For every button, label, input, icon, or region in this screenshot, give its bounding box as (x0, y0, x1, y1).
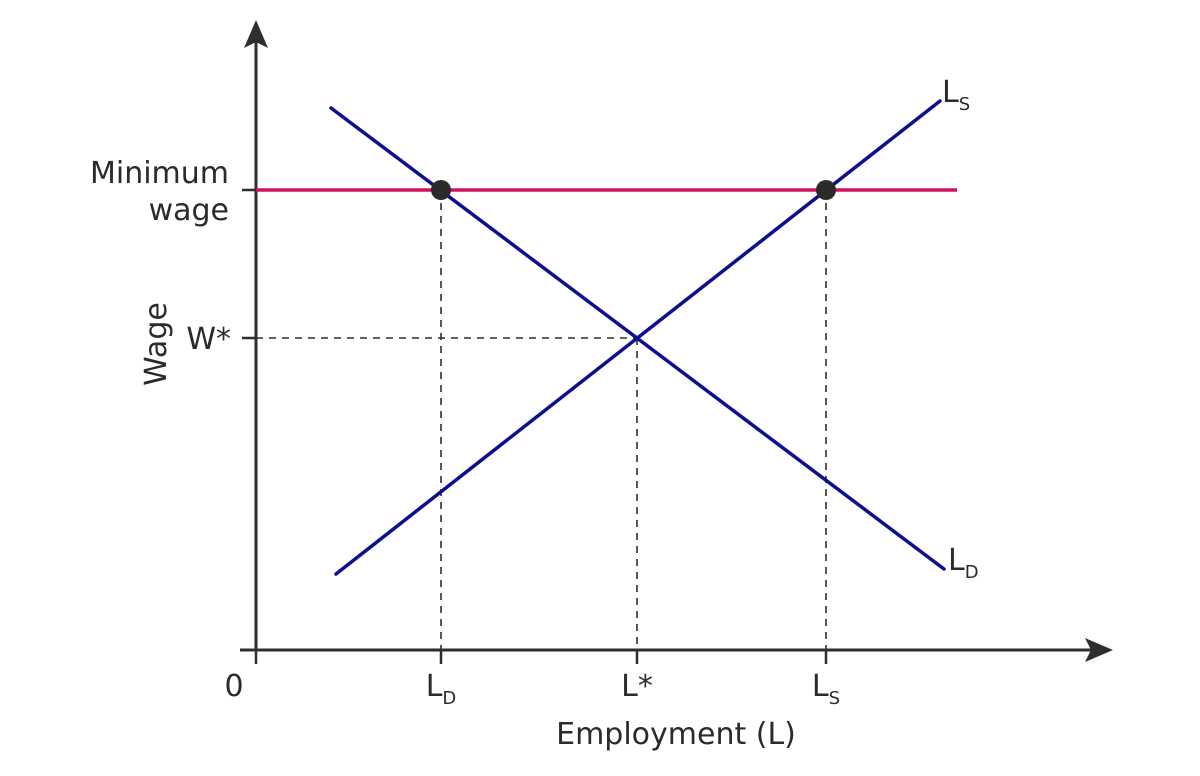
origin-label: 0 (224, 669, 243, 704)
min-wage-label-line2: wage (149, 193, 229, 228)
curve-label-ls-main: L (942, 75, 959, 110)
y-axis-title: Wage (139, 302, 174, 386)
supply-point-at-min-wage (816, 180, 836, 200)
x-label-ls-main: L (812, 669, 829, 704)
demand-point-at-min-wage (431, 180, 451, 200)
curve-label-ls: LS (942, 75, 970, 115)
curve-label-ld-main: L (948, 543, 965, 578)
min-wage-label-line1: Minimum (90, 156, 229, 191)
curve-label-ld: LD (948, 543, 979, 583)
x-label-ld-sub: D (442, 688, 456, 709)
x-label-lstar: L* (621, 669, 653, 704)
labor-supply-curve (334, 99, 942, 576)
x-label-ld: LD (426, 669, 457, 709)
curve-label-ls-sub: S (959, 94, 970, 115)
x-label-ls-sub: S (829, 688, 840, 709)
x-axis-arrow (1085, 638, 1113, 662)
w-star-label: W* (186, 322, 231, 357)
x-label-ls: LS (812, 669, 840, 709)
x-axis-title: Employment (L) (556, 717, 796, 752)
x-label-ld-main: L (426, 669, 443, 704)
y-axis-arrow (244, 20, 268, 48)
curve-label-ld-sub: D (965, 562, 979, 583)
